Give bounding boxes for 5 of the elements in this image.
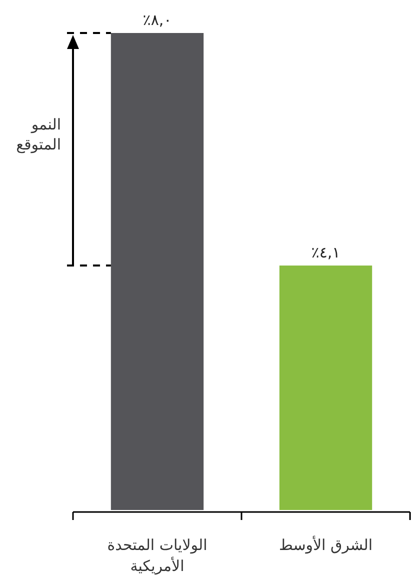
data-label: ٪٨,٠: [142, 11, 172, 29]
data-label: ٪٤,١: [311, 244, 340, 262]
text: النمو المتوقع: [16, 115, 61, 154]
x-tick-label: الولايات المتحدة الأمريكية: [107, 536, 208, 575]
x-tick-label: الشرق الأوسط: [278, 535, 373, 554]
